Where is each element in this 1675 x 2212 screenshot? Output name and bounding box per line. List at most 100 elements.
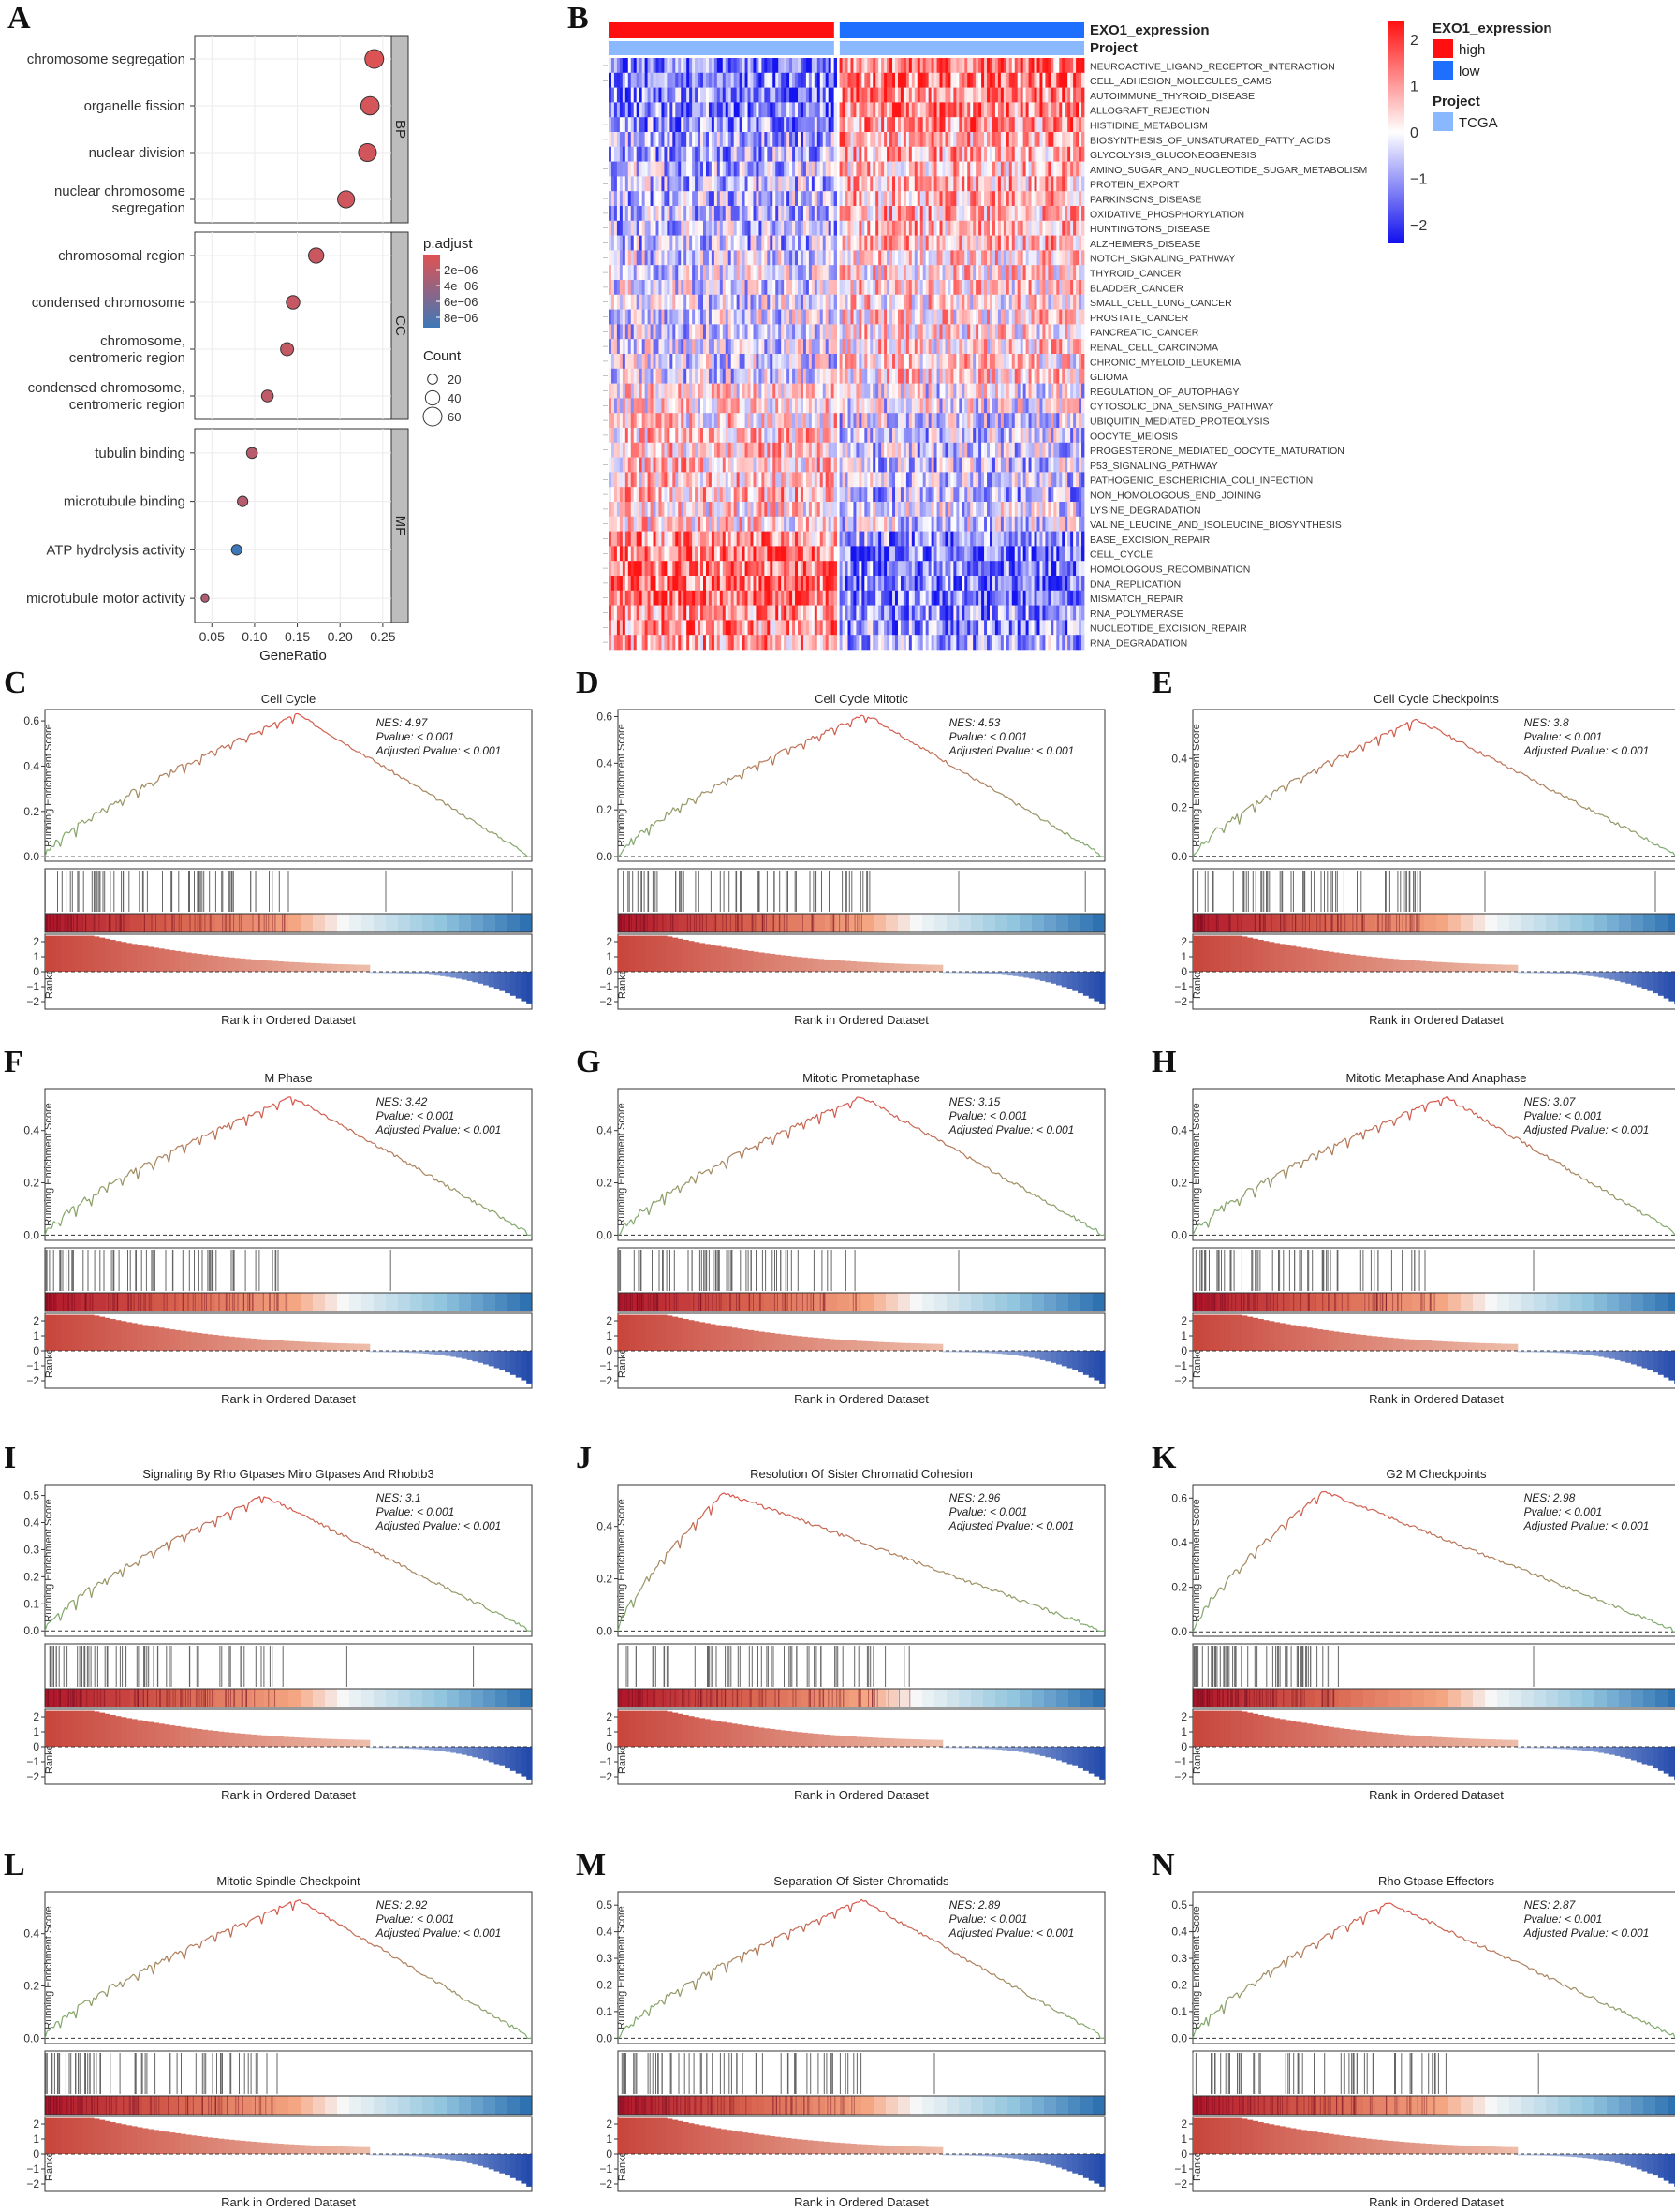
heatmap-cell (750, 176, 754, 192)
heatmap-cell (808, 324, 813, 340)
heatmap-cell (627, 280, 632, 296)
heatmap-cell (892, 265, 896, 281)
heatmap-cell (792, 324, 796, 340)
heatmap-cell (633, 146, 638, 162)
heatmap-cell (1008, 206, 1013, 222)
heatmap-cell (1034, 398, 1037, 414)
heatmap-cell (994, 58, 999, 74)
heatmap-cell (622, 161, 626, 177)
heatmap-cell (1022, 117, 1027, 133)
heatmap-cell (976, 309, 979, 325)
heatmap-cell (819, 191, 824, 207)
heatmap-cell (864, 58, 868, 74)
facet-strip-BP (390, 35, 409, 224)
heatmap-cell (764, 309, 768, 325)
heatmap-cell (1059, 457, 1063, 473)
heatmap-cell (942, 354, 946, 370)
heatmap-cell (845, 428, 848, 444)
heatmap-cell (889, 354, 893, 370)
heatmap-cell (942, 161, 946, 177)
heatmap-cell (1017, 442, 1021, 458)
heatmap-cell (922, 146, 927, 162)
heatmap-cell (973, 383, 977, 399)
heatmap-cell (784, 72, 787, 88)
heatmap-cell (713, 265, 718, 281)
heatmap-cell (708, 383, 713, 399)
heatmap-cell (1028, 457, 1032, 473)
heatmap-cell (1017, 309, 1021, 325)
heatmap-cell (789, 413, 793, 429)
heatmap-cell (1011, 176, 1016, 192)
heatmap-cell (962, 102, 965, 118)
heatmap-cell (661, 294, 665, 310)
heatmap-cell (845, 250, 848, 266)
heatmap-cell (948, 383, 951, 399)
heatmap-cell (719, 472, 724, 488)
heatmap-cell (911, 354, 916, 370)
heatmap-cell (747, 161, 751, 177)
heatmap-cell (1039, 250, 1043, 266)
heatmap-cell (892, 220, 896, 236)
heatmap-cell (792, 235, 796, 251)
heatmap-cell (845, 87, 848, 103)
heatmap-cell (627, 265, 632, 281)
heatmap-cell (678, 280, 682, 296)
heatmap-cell (853, 87, 857, 103)
heatmap-cell (1006, 265, 1010, 281)
heatmap-cell (956, 58, 960, 74)
heatmap-cell (948, 191, 951, 207)
heatmap-cell (1045, 206, 1049, 222)
heatmap-cell (828, 87, 832, 103)
heatmap-cell (767, 398, 771, 414)
heatmap-cell (1073, 191, 1077, 207)
heatmap-cell (987, 58, 991, 74)
heatmap-cell (814, 442, 818, 458)
heatmap-cell (753, 428, 757, 444)
heatmap-cell (847, 161, 851, 177)
heatmap-cell (705, 176, 710, 192)
heatmap-cell (713, 220, 718, 236)
heatmap-cell (917, 294, 921, 310)
heatmap-cell (945, 339, 948, 355)
heatmap-cell (675, 132, 679, 148)
heatmap-cell (956, 324, 960, 340)
heatmap-cell (736, 161, 741, 177)
heatmap-cell (845, 339, 848, 355)
heatmap-cell (833, 87, 837, 103)
heatmap-cell (825, 339, 830, 355)
heatmap-cell (873, 442, 876, 458)
heatmap-cell (727, 176, 732, 192)
heatmap-cell (895, 250, 899, 266)
heatmap-cell (784, 383, 787, 399)
heatmap-cell (1000, 102, 1005, 118)
heatmap-cell (919, 368, 924, 384)
heatmap-cell (805, 265, 810, 281)
heatmap-cell (736, 87, 741, 103)
heatmap-cell (870, 457, 874, 473)
heatmap-cell (713, 309, 718, 325)
heatmap-cell (1081, 428, 1085, 444)
heatmap-cell (661, 87, 665, 103)
heatmap-cell (669, 354, 673, 370)
heatmap-cell (792, 102, 796, 118)
heatmap-cell (686, 235, 690, 251)
heatmap-cell (1053, 294, 1057, 310)
heatmap-cell (1017, 280, 1021, 296)
heatmap-cell (939, 324, 943, 340)
heatmap-cell (639, 339, 643, 355)
heatmap-cell (973, 250, 977, 266)
heatmap-cell (610, 206, 615, 222)
heatmap-cell (705, 146, 710, 162)
heatmap-cell (800, 294, 804, 310)
heatmap-cell (655, 324, 659, 340)
heatmap-cell (973, 457, 977, 473)
heatmap-cell (959, 161, 962, 177)
heatmap-cell (616, 339, 621, 355)
heatmap-cell (622, 472, 626, 488)
heatmap-cell (613, 176, 618, 192)
heatmap-cell (767, 102, 771, 118)
heatmap-cell (1031, 339, 1035, 355)
heatmap-cell (1065, 161, 1068, 177)
heatmap-cell (914, 442, 918, 458)
heatmap-cell (861, 265, 865, 281)
